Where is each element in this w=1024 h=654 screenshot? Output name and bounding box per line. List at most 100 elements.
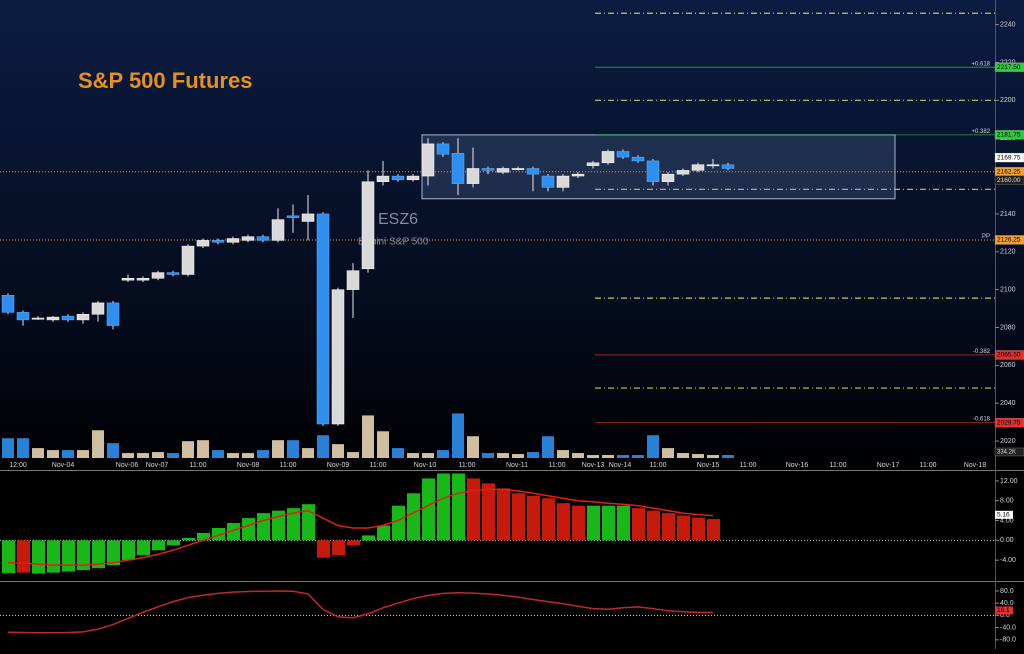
x-tick-label: 11:00 [190, 462, 207, 469]
y-tick-label: 12.00 [1000, 478, 1018, 485]
candle-body [406, 175, 420, 181]
candle-body [646, 160, 660, 182]
candle-body [31, 317, 45, 320]
x-tick-label: Nov-11 [506, 462, 528, 469]
volume-bar [212, 450, 224, 458]
signal-line [7, 488, 714, 566]
x-tick-label: 11:00 [830, 462, 847, 469]
histogram-bar [212, 527, 225, 541]
histogram-bar [257, 513, 270, 541]
histogram-bar [692, 517, 705, 541]
histogram-bar [527, 495, 540, 541]
x-tick-label: 12:00 [9, 462, 27, 469]
y-tick-label: 2120 [1000, 249, 1016, 256]
candle-body [256, 236, 270, 241]
histogram-bar [392, 505, 405, 541]
candle-body [91, 302, 105, 315]
volume-bar [602, 455, 614, 458]
candle-body [226, 238, 240, 243]
histogram-bar [452, 473, 465, 541]
oscillator-line [7, 590, 713, 634]
volume-bar [92, 430, 104, 458]
x-tick-label: 11:00 [459, 462, 476, 469]
candle-body [661, 173, 675, 182]
volume-bar [632, 455, 644, 458]
volume-bar [467, 436, 479, 458]
candle-body [166, 272, 180, 275]
histogram-bar [617, 505, 630, 541]
histogram-bar [662, 513, 675, 541]
candle-body [316, 213, 330, 425]
volume-bar [302, 448, 314, 458]
volume-bar [137, 453, 149, 458]
histogram-bar [152, 540, 165, 551]
candle-body [241, 236, 255, 241]
volume-bar [392, 448, 404, 458]
price-tag-label: 2162.25 [997, 169, 1021, 176]
volume-bar [542, 436, 554, 458]
candle-body [466, 168, 480, 184]
histogram-bar [632, 508, 645, 541]
x-tick-label: Nov-13 [582, 462, 605, 469]
candle-body [271, 219, 285, 241]
y-tick-label: 2240 [1000, 21, 1016, 28]
price-tag [994, 130, 1024, 140]
chart-title: S&P 500 Futures [78, 68, 252, 93]
candle-body [451, 153, 465, 184]
price-tag [994, 235, 1024, 245]
candle-body [46, 316, 60, 321]
volume-bar [197, 440, 209, 458]
histogram-bar [287, 508, 300, 541]
x-tick-label: 11:00 [920, 462, 937, 469]
candle-body [286, 215, 300, 218]
price-panel-bg [0, 0, 1024, 470]
x-tick-label: 11:00 [280, 462, 297, 469]
value-tag [995, 510, 1013, 519]
y-tick-label: 40.0 [1000, 600, 1014, 607]
candle-body [346, 270, 360, 290]
price-tag-label: 2160.00 [997, 177, 1021, 184]
fib-label: +0.618 [971, 61, 990, 67]
volume-bar [452, 413, 464, 458]
histogram-bar [92, 540, 105, 569]
candle-body [181, 245, 195, 275]
x-tick-label: 11:00 [650, 462, 667, 469]
volume-bar [317, 435, 329, 458]
candle-body [121, 278, 135, 281]
volume-bar [692, 454, 704, 458]
candle-body [361, 181, 375, 270]
volume-bar [722, 455, 734, 458]
candle-body [616, 151, 630, 158]
histogram-bar [422, 478, 435, 541]
volume-bar [407, 453, 419, 458]
fib-label: PP [982, 234, 990, 240]
volume-bar [287, 440, 299, 458]
y-tick-label: 2040 [1000, 400, 1016, 407]
price-tag-label: 2169.75 [997, 154, 1021, 161]
price-tag-label: 2126.25 [997, 237, 1021, 244]
histogram-bar [122, 540, 135, 561]
x-tick-label: Nov-06 [116, 462, 139, 469]
y-tick-label: 2080 [1000, 324, 1016, 331]
volume-bar [557, 450, 569, 458]
candle-body [436, 143, 450, 155]
histogram-bar [482, 483, 495, 541]
value-tag-label: 5.16 [997, 512, 1010, 519]
histogram-bar [707, 519, 720, 541]
price-tag [994, 175, 1024, 185]
volume-bar [332, 444, 344, 458]
volume-bar [32, 448, 44, 458]
candle-body [376, 175, 390, 182]
candle-body [196, 240, 210, 247]
x-tick-label: 11:00 [549, 462, 566, 469]
histogram-bar [32, 540, 45, 574]
volume-bar [122, 453, 134, 458]
histogram-bar [227, 523, 240, 541]
histogram-bar [47, 540, 60, 573]
volume-bar [272, 440, 284, 458]
x-tick-label: Nov-16 [786, 462, 809, 469]
histogram-bar [2, 540, 15, 574]
price-tag-label: 2217.50 [997, 64, 1021, 71]
volume-bar [47, 450, 59, 458]
